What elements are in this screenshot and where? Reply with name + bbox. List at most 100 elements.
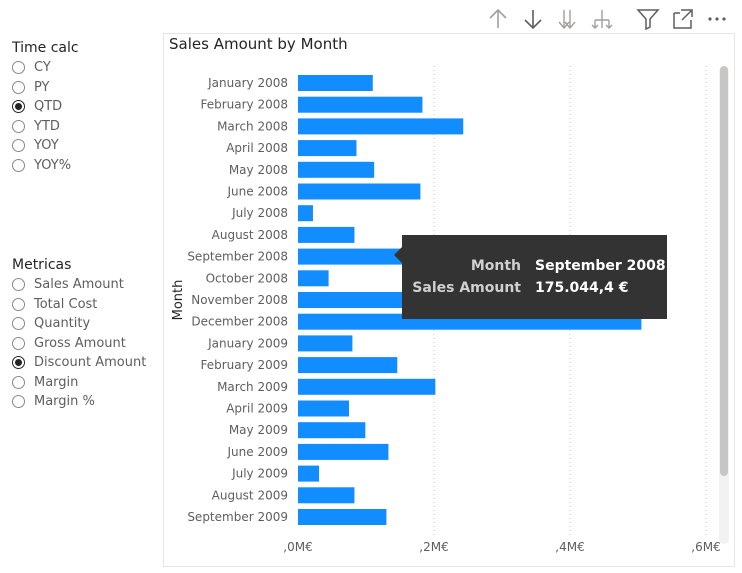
- bar[interactable]: [298, 422, 366, 439]
- radio-label: CY: [34, 60, 51, 76]
- time-calc-title: Time calc: [12, 40, 79, 56]
- radio-option[interactable]: Discount Amount: [12, 353, 146, 373]
- radio-button[interactable]: [12, 297, 25, 311]
- radio-label: QTD: [34, 99, 63, 115]
- bar[interactable]: [298, 161, 375, 178]
- radio-button[interactable]: [12, 80, 25, 94]
- y-tick-label: July 2008: [231, 206, 288, 220]
- radio-label: Discount Amount: [34, 355, 147, 371]
- y-tick-label: May 2008: [229, 163, 288, 177]
- bar[interactable]: [298, 487, 355, 504]
- radio-option[interactable]: CY: [12, 58, 79, 78]
- radio-button[interactable]: [12, 61, 25, 75]
- chart-title: Sales Amount by Month: [169, 35, 348, 53]
- arrow-down-icon[interactable]: [520, 6, 546, 32]
- visual-container[interactable]: [163, 33, 735, 567]
- y-tick-label: July 2009: [231, 467, 288, 481]
- radio-label: YOY: [34, 138, 59, 154]
- radio-label: Total Cost: [34, 296, 98, 312]
- y-tick-label: September 2009: [187, 510, 288, 524]
- radio-option[interactable]: Total Cost: [12, 295, 146, 315]
- bar[interactable]: [298, 248, 418, 265]
- bar[interactable]: [298, 443, 389, 460]
- radio-label: YTD: [34, 118, 60, 134]
- radio-button[interactable]: [12, 158, 25, 172]
- tooltip-amount-value: 175.044,4 €: [535, 280, 629, 296]
- radio-label: Margin %: [34, 394, 95, 410]
- radio-option[interactable]: PY: [12, 78, 79, 98]
- radio-option[interactable]: Quantity: [12, 314, 146, 334]
- radio-label: PY: [34, 79, 50, 95]
- radio-button-checked[interactable]: [12, 356, 25, 370]
- radio-button[interactable]: [12, 395, 25, 409]
- y-tick-label: April 2009: [226, 402, 288, 416]
- metricas-slicer: Metricas Sales Amount Total Cost Quantity G…: [12, 255, 146, 412]
- bar[interactable]: [298, 270, 329, 287]
- time-calc-options: CY PY QTD YTD YOY YOY%: [12, 58, 79, 175]
- radio-label: Gross Amount: [34, 335, 126, 351]
- double-arrow-down-icon[interactable]: [554, 6, 580, 32]
- tooltip-month-value: September 2008: [535, 258, 666, 274]
- y-tick-label: January 2009: [207, 336, 288, 350]
- radio-option[interactable]: Gross Amount: [12, 334, 146, 354]
- bar[interactable]: [298, 140, 357, 157]
- tooltip-arrow: [394, 247, 402, 263]
- expand-hierarchy-icon[interactable]: [589, 6, 615, 32]
- y-tick-label: March 2009: [217, 380, 288, 394]
- bar[interactable]: [298, 118, 464, 135]
- bar[interactable]: [298, 378, 436, 395]
- radio-option[interactable]: YOY: [12, 136, 79, 156]
- radio-button[interactable]: [12, 119, 25, 133]
- radio-option[interactable]: Margin: [12, 373, 146, 393]
- bar[interactable]: [298, 292, 407, 308]
- y-tick-label: January 2008: [207, 76, 288, 90]
- bar[interactable]: [298, 205, 313, 222]
- bar[interactable]: [298, 465, 320, 482]
- radio-label: Sales Amount: [34, 277, 124, 293]
- focus-mode-icon[interactable]: [670, 6, 696, 32]
- bar[interactable]: [298, 183, 421, 200]
- bar[interactable]: [298, 96, 423, 113]
- y-tick-label: December 2008: [191, 315, 288, 329]
- radio-label: YOY%: [34, 157, 72, 173]
- arrow-up-icon[interactable]: [485, 6, 511, 32]
- y-tick-label: April 2008: [226, 141, 288, 155]
- bar[interactable]: [298, 75, 373, 91]
- y-tick-label: May 2009: [229, 423, 288, 437]
- radio-option[interactable]: YTD: [12, 117, 79, 137]
- radio-button[interactable]: [12, 139, 25, 153]
- filter-icon[interactable]: [635, 6, 661, 32]
- more-options-icon[interactable]: [704, 6, 730, 32]
- radio-option[interactable]: Sales Amount: [12, 275, 146, 295]
- radio-option[interactable]: QTD: [12, 97, 79, 117]
- radio-option[interactable]: YOY%: [12, 156, 79, 176]
- radio-button[interactable]: [12, 336, 25, 350]
- radio-label: Quantity: [34, 316, 91, 332]
- x-tick-label: ,0M€: [283, 540, 312, 554]
- chart-scrollbar[interactable]: [719, 66, 729, 544]
- radio-button[interactable]: [12, 375, 25, 389]
- radio-button[interactable]: [12, 278, 25, 292]
- tooltip: Month September 2008 Sales Amount 175.04…: [394, 235, 667, 319]
- bar[interactable]: [298, 335, 353, 352]
- radio-button-checked[interactable]: [12, 100, 25, 114]
- scrollbar-thumb[interactable]: [720, 66, 728, 476]
- bar[interactable]: [298, 357, 398, 374]
- bar[interactable]: [298, 400, 349, 417]
- metricas-title: Metricas: [12, 257, 72, 273]
- radio-button[interactable]: [12, 317, 25, 331]
- y-tick-label: February 2009: [200, 358, 288, 372]
- x-tick-label: ,6M€: [691, 540, 720, 554]
- y-tick-label: October 2008: [206, 271, 288, 285]
- y-tick-label: August 2008: [212, 228, 288, 242]
- bar[interactable]: [298, 509, 387, 525]
- y-tick-label: March 2008: [217, 119, 288, 133]
- y-tick-label: August 2009: [212, 488, 288, 502]
- bar[interactable]: [298, 226, 355, 243]
- x-tick-label: ,2M€: [419, 540, 448, 554]
- y-axis-title: Month: [171, 280, 186, 321]
- y-tick-label: June 2009: [227, 445, 289, 459]
- y-tick-label: June 2008: [227, 185, 289, 199]
- x-tick-label: ,4M€: [555, 540, 584, 554]
- radio-option[interactable]: Margin %: [12, 392, 146, 412]
